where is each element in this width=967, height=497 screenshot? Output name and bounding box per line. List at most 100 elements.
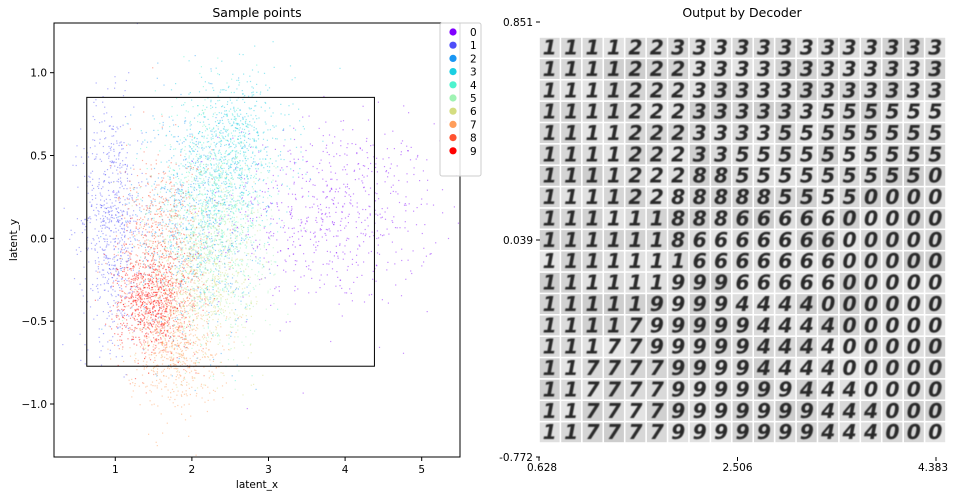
scatter-point	[239, 202, 241, 204]
scatter-point	[178, 188, 180, 190]
scatter-point	[234, 228, 236, 230]
scatter-point	[236, 99, 238, 101]
scatter-point	[164, 350, 166, 352]
scatter-point	[202, 184, 204, 186]
scatter-point	[168, 302, 171, 304]
scatter-point	[190, 260, 192, 262]
scatter-point	[196, 251, 198, 254]
scatter-point	[252, 227, 254, 229]
scatter-point	[368, 252, 370, 254]
scatter-point	[206, 235, 208, 237]
scatter-point	[214, 200, 216, 202]
scatter-point	[129, 220, 131, 223]
scatter-point	[117, 248, 120, 250]
scatter-point	[303, 275, 305, 277]
scatter-point	[211, 302, 213, 304]
scatter-point	[114, 290, 116, 292]
scatter-point	[209, 301, 211, 303]
scatter-point	[339, 279, 342, 281]
scatter-point	[308, 292, 310, 294]
scatter-point	[309, 238, 312, 240]
scatter-point	[235, 243, 237, 245]
scatter-point	[248, 278, 250, 280]
scatter-point	[231, 184, 233, 186]
scatter-point	[168, 218, 170, 221]
scatter-point	[247, 209, 249, 211]
scatter-point	[359, 245, 361, 247]
scatter-point	[240, 224, 242, 226]
scatter-point	[165, 253, 167, 255]
scatter-point	[247, 238, 250, 241]
scatter-point	[241, 258, 244, 260]
scatter-point	[257, 132, 259, 134]
scatter-point	[259, 216, 261, 219]
scatter-point	[203, 294, 206, 296]
scatter-point	[212, 286, 214, 288]
scatter-point	[255, 140, 257, 142]
scatter-point	[201, 109, 203, 111]
scatter-point	[177, 256, 179, 258]
scatter-point	[84, 229, 86, 231]
scatter-point	[306, 171, 308, 173]
scatter-point	[212, 115, 214, 118]
scatter-point	[342, 251, 344, 253]
scatter-point	[225, 319, 227, 321]
scatter-point	[435, 242, 437, 244]
scatter-point	[192, 320, 194, 322]
scatter-point	[214, 258, 216, 260]
scatter-point	[267, 190, 269, 193]
scatter-point	[120, 180, 122, 182]
scatter-point	[137, 195, 139, 197]
scatter-point	[103, 253, 105, 255]
scatter-point	[194, 148, 197, 150]
scatter-point	[408, 112, 410, 114]
scatter-point	[210, 223, 212, 225]
scatter-point	[127, 292, 130, 294]
scatter-point	[239, 187, 241, 189]
scatter-point	[345, 186, 347, 188]
scatter-point	[190, 229, 192, 231]
scatter-point	[172, 136, 175, 138]
scatter-point	[132, 291, 134, 293]
scatter-point	[325, 197, 327, 199]
scatter-point	[266, 165, 269, 167]
scatter-point	[110, 181, 112, 183]
scatter-point	[82, 222, 84, 224]
scatter-point	[358, 213, 360, 215]
scatter-point	[246, 206, 248, 208]
scatter-point	[235, 155, 237, 157]
scatter-point	[212, 263, 214, 265]
scatter-point	[186, 278, 188, 280]
scatter-point	[234, 206, 237, 208]
scatter-point	[213, 244, 216, 246]
scatter-point	[133, 220, 135, 222]
scatter-point	[207, 206, 209, 209]
scatter-point	[205, 284, 207, 286]
scatter-point	[181, 148, 183, 150]
scatter-point	[234, 130, 237, 132]
scatter-point	[235, 144, 237, 146]
scatter-point	[236, 227, 238, 229]
scatter-point	[214, 258, 216, 261]
scatter-point	[252, 218, 254, 220]
scatter-point	[129, 215, 131, 217]
scatter-point	[283, 269, 285, 271]
scatter-point	[203, 113, 205, 115]
scatter-point	[197, 361, 199, 364]
scatter-point	[196, 269, 198, 271]
scatter-point	[231, 243, 233, 245]
scatter-point	[219, 91, 221, 93]
scatter-point	[231, 194, 233, 196]
scatter-point	[231, 207, 233, 209]
scatter-point	[192, 254, 194, 256]
scatter-point	[200, 262, 202, 264]
scatter-point	[426, 189, 428, 191]
scatter-point	[243, 274, 245, 277]
scatter-point	[117, 273, 119, 275]
scatter-point	[197, 286, 199, 288]
scatter-point	[314, 231, 316, 233]
scatter-point	[248, 292, 250, 294]
scatter-point	[147, 321, 149, 323]
scatter-point	[182, 305, 184, 307]
scatter-point	[113, 249, 115, 251]
